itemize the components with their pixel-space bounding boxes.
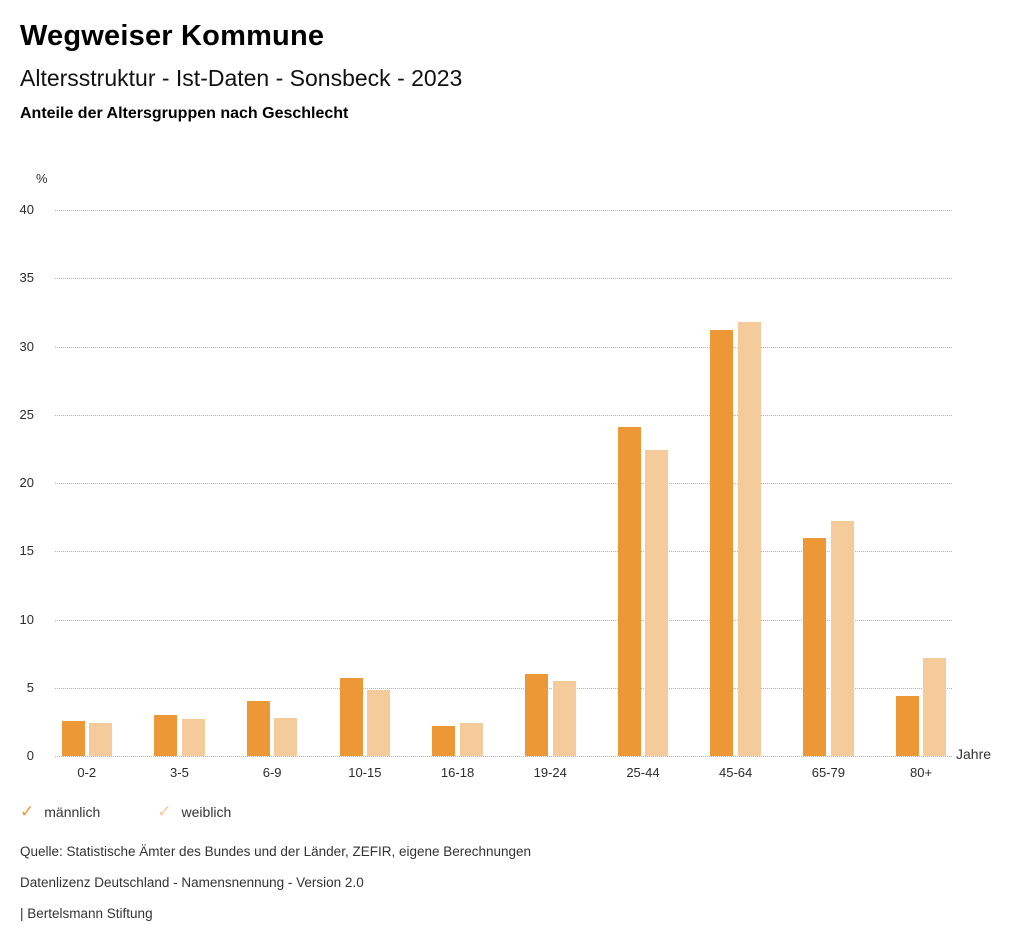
legend-label-weiblich: weiblich [181,804,232,820]
page-title: Altersstruktur - Ist-Daten - Sonsbeck - … [20,65,463,91]
legend-label-maennlich: männlich [44,804,101,820]
gridline [55,619,952,621]
y-axis-unit-label: % [36,171,48,186]
bar-männlich-3-5[interactable] [154,715,178,756]
x-axis-unit-label: Jahre [956,746,992,762]
bar-männlich-6-9[interactable] [246,701,270,756]
x-axis-label: 25-44 [626,765,660,780]
y-axis-tick: 25 [19,406,34,422]
y-axis-tick: 15 [19,543,34,559]
checkmark-icon: ✓ [157,802,172,821]
x-axis-label: 0-2 [77,765,97,780]
bar-männlich-10-15[interactable] [339,678,363,756]
y-axis-tick: 30 [19,338,34,354]
x-axis-label: 80+ [910,765,933,780]
legend: ✓ männlich ✓ weiblich [20,803,231,821]
gridline [55,483,952,484]
bar-weiblich-3-5[interactable] [181,719,205,756]
bar-weiblich-10-15[interactable] [367,690,391,756]
y-axis-tick: 20 [19,475,34,490]
bar-männlich-80+[interactable] [895,695,919,756]
attribution-text: | Bertelsmann Stiftung [20,906,153,921]
y-axis-tick: 40 [19,202,34,217]
bar-männlich-16-18[interactable] [432,725,456,756]
gridline [55,210,952,211]
bar-weiblich-25-44[interactable] [645,450,669,756]
x-axis-label: 65-79 [811,765,845,780]
bar-weiblich-0-2[interactable] [89,723,112,756]
bar-weiblich-6-9[interactable] [274,717,298,756]
gridline [55,346,952,348]
x-axis-label: 3-5 [170,765,189,780]
gridline [55,414,952,416]
bar-weiblich-16-18[interactable] [459,723,483,756]
bar-weiblich-65-79[interactable] [830,521,854,756]
y-axis-tick: 10 [19,611,34,627]
bar-männlich-65-79[interactable] [803,537,827,756]
bar-weiblich-80+[interactable] [923,657,947,756]
source-text: Quelle: Statistische Ämter des Bundes un… [20,844,532,859]
license-text: Datenlizenz Deutschland - Namensnennung … [20,875,364,890]
x-axis-label: 19-24 [533,765,567,780]
x-axis-label: 45-64 [719,765,753,780]
gridline [55,278,952,280]
bar-männlich-0-2[interactable] [61,720,85,756]
x-axis-label: 6-9 [262,765,282,780]
brand-title: Wegweiser Kommune [20,20,325,52]
bar-männlich-25-44[interactable] [617,427,641,756]
chart-subtitle: Anteile der Altersgruppen nach Geschlech… [20,105,349,122]
y-axis-tick: 0 [26,748,34,763]
bar-weiblich-19-24[interactable] [552,680,576,756]
y-axis-tick: 35 [19,270,34,286]
legend-item-weiblich[interactable]: ✓ weiblich [157,803,231,821]
legend-item-maennlich[interactable]: ✓ männlich [20,803,100,821]
x-axis-label: 10-15 [348,765,382,780]
bar-männlich-45-64[interactable] [710,330,734,756]
checkmark-icon: ✓ [20,802,35,821]
gridline [55,551,952,553]
bar-männlich-19-24[interactable] [525,674,548,756]
x-axis-label: 16-18 [440,765,475,780]
y-axis-tick: 5 [26,679,34,695]
bar-weiblich-45-64[interactable] [737,321,761,756]
gridline [55,687,952,689]
gridline [55,756,952,757]
